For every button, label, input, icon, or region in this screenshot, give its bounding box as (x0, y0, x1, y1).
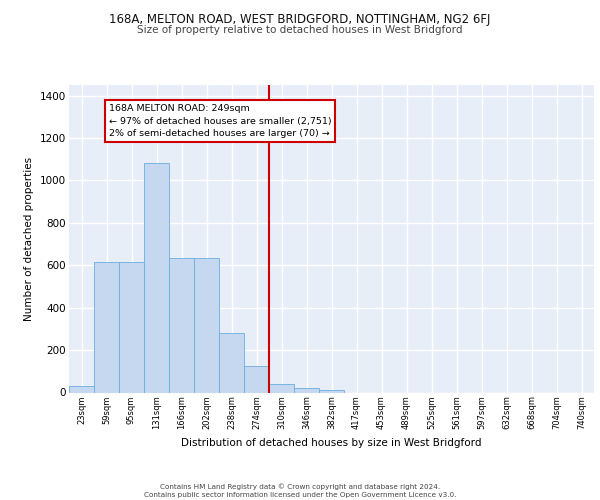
Bar (119, 262, 144, 392)
Bar (294, 388, 319, 392)
X-axis label: Distribution of detached houses by size in West Bridgford: Distribution of detached houses by size … (181, 438, 482, 448)
Y-axis label: Number of detached properties: Number of detached properties (25, 156, 34, 321)
Bar (194, 258, 219, 392)
Text: Contains HM Land Registry data © Crown copyright and database right 2024.
Contai: Contains HM Land Registry data © Crown c… (144, 483, 456, 498)
Bar (319, 390, 344, 392)
Bar (169, 258, 194, 392)
Bar (69, 386, 94, 392)
Bar (94, 262, 119, 392)
Bar (144, 164, 169, 392)
Bar (244, 366, 269, 392)
Text: Size of property relative to detached houses in West Bridgford: Size of property relative to detached ho… (137, 25, 463, 35)
Text: 168A, MELTON ROAD, WEST BRIDGFORD, NOTTINGHAM, NG2 6FJ: 168A, MELTON ROAD, WEST BRIDGFORD, NOTTI… (109, 12, 491, 26)
Bar (269, 384, 294, 392)
Bar (219, 333, 244, 392)
Text: 168A MELTON ROAD: 249sqm
← 97% of detached houses are smaller (2,751)
2% of semi: 168A MELTON ROAD: 249sqm ← 97% of detach… (109, 104, 332, 138)
